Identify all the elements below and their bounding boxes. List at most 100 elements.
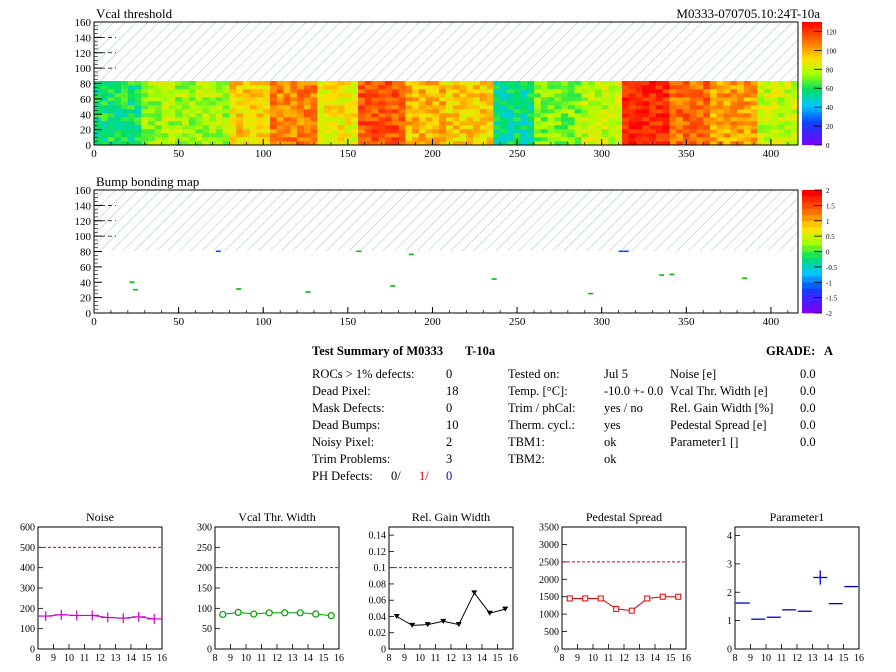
pixel-cell xyxy=(182,105,190,110)
pixel-cell xyxy=(215,133,224,138)
pixel-cell xyxy=(439,133,447,138)
pixel-cell xyxy=(310,121,318,126)
pixel-cell xyxy=(554,129,562,134)
pixel-cell xyxy=(412,113,420,118)
pixel-cell xyxy=(418,113,427,118)
y-tick-label: 40 xyxy=(80,277,92,289)
pixel-cell xyxy=(188,125,197,130)
y-tick-label: 0.04 xyxy=(369,612,387,623)
pixel-cell xyxy=(479,121,488,126)
pixel-cell xyxy=(777,125,785,130)
pixel-cell xyxy=(635,85,643,90)
pixel-cell xyxy=(750,129,758,134)
pixel-cell xyxy=(188,129,197,134)
pixel-cell xyxy=(290,81,298,86)
pixel-cell xyxy=(452,129,461,134)
data-point xyxy=(613,605,620,612)
pixel-cell xyxy=(777,113,785,118)
pixel-cell xyxy=(567,81,576,86)
pixel-cell xyxy=(540,109,549,114)
pixel-cell xyxy=(689,93,697,98)
pixel-cell xyxy=(242,93,251,98)
pixel-cell xyxy=(215,93,224,98)
pixel-cell xyxy=(608,93,616,98)
pixel-cell xyxy=(628,105,637,110)
pixel-cell xyxy=(114,85,122,90)
pixel-cell xyxy=(473,105,481,110)
pixel-cell xyxy=(676,93,684,98)
pixel-cell xyxy=(581,81,589,86)
pixel-cell xyxy=(195,117,203,122)
pixel-cell xyxy=(256,125,264,130)
pixel-cell xyxy=(710,81,718,86)
pixel-cell xyxy=(168,137,176,142)
pixel-cell xyxy=(493,93,501,98)
pixel-cell xyxy=(391,125,400,130)
pixel-cell xyxy=(791,85,799,90)
pixel-cell xyxy=(127,89,136,94)
pixel-cell xyxy=(662,93,670,98)
pixel-cell xyxy=(561,133,569,138)
pixel-cell xyxy=(297,129,305,134)
bump-defect-mark xyxy=(129,281,135,283)
y-tick-label: 60 xyxy=(80,262,92,274)
pixel-cell xyxy=(594,113,603,118)
pixel-cell xyxy=(628,85,637,90)
bump-defect-mark xyxy=(659,274,665,276)
pixel-cell xyxy=(114,133,122,138)
pixel-cell xyxy=(391,117,400,122)
pixel-cell xyxy=(628,113,637,118)
pixel-cell xyxy=(222,109,230,114)
pixel-cell xyxy=(425,133,433,138)
pixel-cell xyxy=(100,129,109,134)
pixel-cell xyxy=(696,125,704,130)
pixel-cell xyxy=(229,141,237,146)
pixel-cell xyxy=(249,101,257,106)
y-tick-label: 2500 xyxy=(539,557,559,568)
pixel-cell xyxy=(527,113,535,118)
pixel-cell xyxy=(513,93,521,98)
pixel-cell xyxy=(249,137,257,142)
pixel-cell xyxy=(215,125,224,130)
palette-tick-label: -1 xyxy=(826,279,832,287)
pixel-cell xyxy=(154,109,163,114)
pixel-cell xyxy=(689,133,697,138)
pixel-cell xyxy=(364,117,373,122)
pixel-cell xyxy=(561,125,569,130)
y-tick-label: 0.02 xyxy=(369,628,387,639)
pixel-cell xyxy=(567,97,576,102)
pixel-cell xyxy=(750,125,758,130)
pixel-cell xyxy=(209,109,217,114)
pixel-cell xyxy=(398,85,406,90)
pixel-cell xyxy=(452,113,461,118)
data-point xyxy=(675,593,682,600)
pixel-cell xyxy=(588,117,596,122)
pixel-cell xyxy=(784,93,792,98)
pixel-cell xyxy=(662,133,670,138)
series-line xyxy=(396,591,506,626)
pixel-cell xyxy=(351,93,359,98)
pixel-cell xyxy=(615,117,623,122)
pixel-cell xyxy=(222,137,230,142)
pixel-cell xyxy=(378,101,386,106)
bump-defect-mark xyxy=(305,291,311,293)
pixel-cell xyxy=(655,121,664,126)
y-tick-label: 0 xyxy=(207,645,212,656)
pixel-cell xyxy=(730,101,738,106)
pixel-cell xyxy=(703,109,711,114)
pixel-cell xyxy=(127,109,136,114)
data-point xyxy=(566,595,573,602)
pixel-cell xyxy=(256,93,264,98)
pixel-cell xyxy=(547,93,555,98)
pixel-cell xyxy=(100,89,109,94)
pixel-cell xyxy=(703,129,711,134)
pixel-cell xyxy=(391,133,400,138)
pixel-cell xyxy=(696,141,704,146)
pixel-cell xyxy=(676,85,684,90)
x-tick-label: 12 xyxy=(95,653,105,664)
pixel-cell xyxy=(581,137,589,142)
pixel-cell xyxy=(351,121,359,126)
pixel-cell xyxy=(506,109,515,114)
